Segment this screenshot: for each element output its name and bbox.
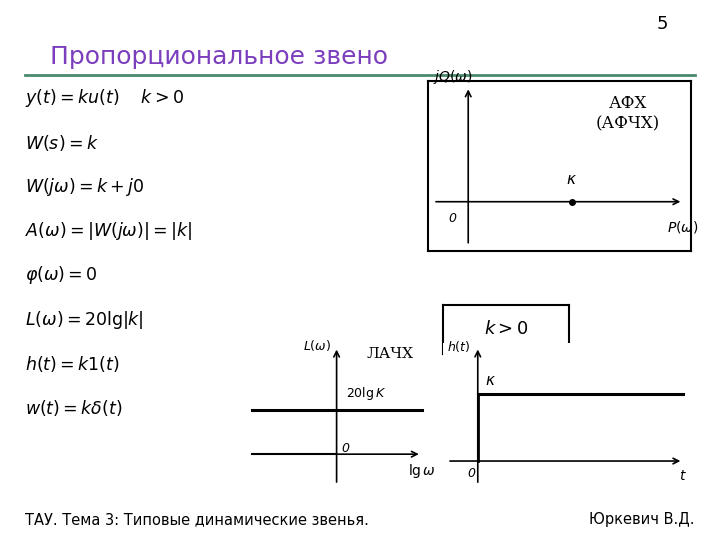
Text: 0: 0 [468, 467, 476, 480]
Text: 5: 5 [657, 15, 668, 33]
Text: $h(t)$: $h(t)$ [447, 339, 471, 354]
Text: $y(t) = ku(t)$    $k > 0$: $y(t) = ku(t)$ $k > 0$ [25, 87, 184, 109]
Text: $\lg\omega$: $\lg\omega$ [408, 462, 436, 480]
Text: $\kappa$: $\kappa$ [567, 172, 577, 187]
Text: $W(s) = k$: $W(s) = k$ [25, 132, 99, 153]
Text: 0: 0 [341, 442, 350, 455]
Text: $k > 0$: $k > 0$ [484, 320, 528, 339]
Text: $w(t) = k\delta(t)$: $w(t) = k\delta(t)$ [25, 398, 122, 419]
Text: $L(\omega) = 20\mathrm{lg}|k|$: $L(\omega) = 20\mathrm{lg}|k|$ [25, 309, 144, 330]
Text: Пропорциональное звено: Пропорциональное звено [50, 45, 388, 69]
Text: $W(j\omega) = k + j0$: $W(j\omega) = k + j0$ [25, 176, 145, 198]
Text: $A(\omega) = |W(j\omega)| = |k|$: $A(\omega) = |W(j\omega)| = |k|$ [25, 220, 192, 242]
Text: $t$: $t$ [679, 469, 687, 483]
Text: $jQ(\omega)$: $jQ(\omega)$ [433, 69, 473, 86]
Text: $P(\omega)$: $P(\omega)$ [667, 219, 699, 235]
Text: Юркевич В.Д.: Юркевич В.Д. [589, 512, 695, 527]
Text: $L(\omega)$: $L(\omega)$ [303, 338, 331, 353]
Text: $h(t) = k1(t)$: $h(t) = k1(t)$ [25, 354, 120, 374]
Text: ТАУ. Тема 3: Типовые динамические звенья.: ТАУ. Тема 3: Типовые динамические звенья… [25, 512, 369, 527]
Text: $\kappa$: $\kappa$ [485, 373, 495, 388]
Text: ЛАЧХ: ЛАЧХ [366, 347, 414, 361]
Text: АФХ
(АФЧХ): АФХ (АФЧХ) [595, 95, 660, 133]
Text: $\varphi(\omega) = 0$: $\varphi(\omega) = 0$ [25, 265, 98, 286]
Text: 0: 0 [449, 212, 456, 225]
Text: $20\lg K$: $20\lg K$ [346, 385, 387, 402]
